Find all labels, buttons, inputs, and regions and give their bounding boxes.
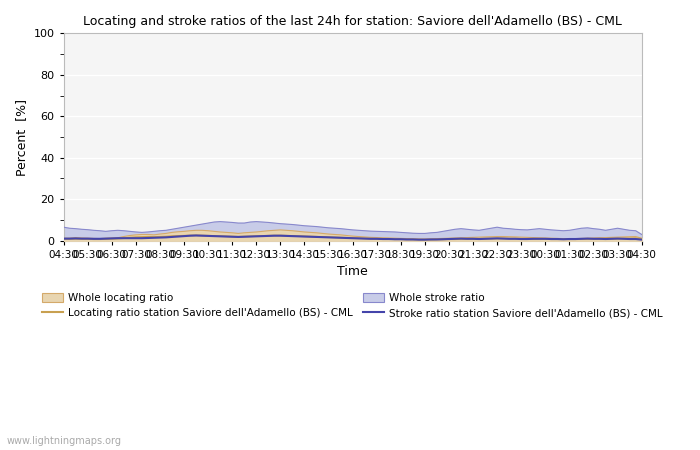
X-axis label: Time: Time bbox=[337, 265, 368, 278]
Y-axis label: Percent  [%]: Percent [%] bbox=[15, 99, 28, 176]
Legend: Whole locating ratio, Locating ratio station Saviore dell'Adamello (BS) - CML, W: Whole locating ratio, Locating ratio sta… bbox=[38, 288, 667, 323]
Text: www.lightningmaps.org: www.lightningmaps.org bbox=[7, 436, 122, 446]
Title: Locating and stroke ratios of the last 24h for station: Saviore dell'Adamello (B: Locating and stroke ratios of the last 2… bbox=[83, 15, 622, 28]
